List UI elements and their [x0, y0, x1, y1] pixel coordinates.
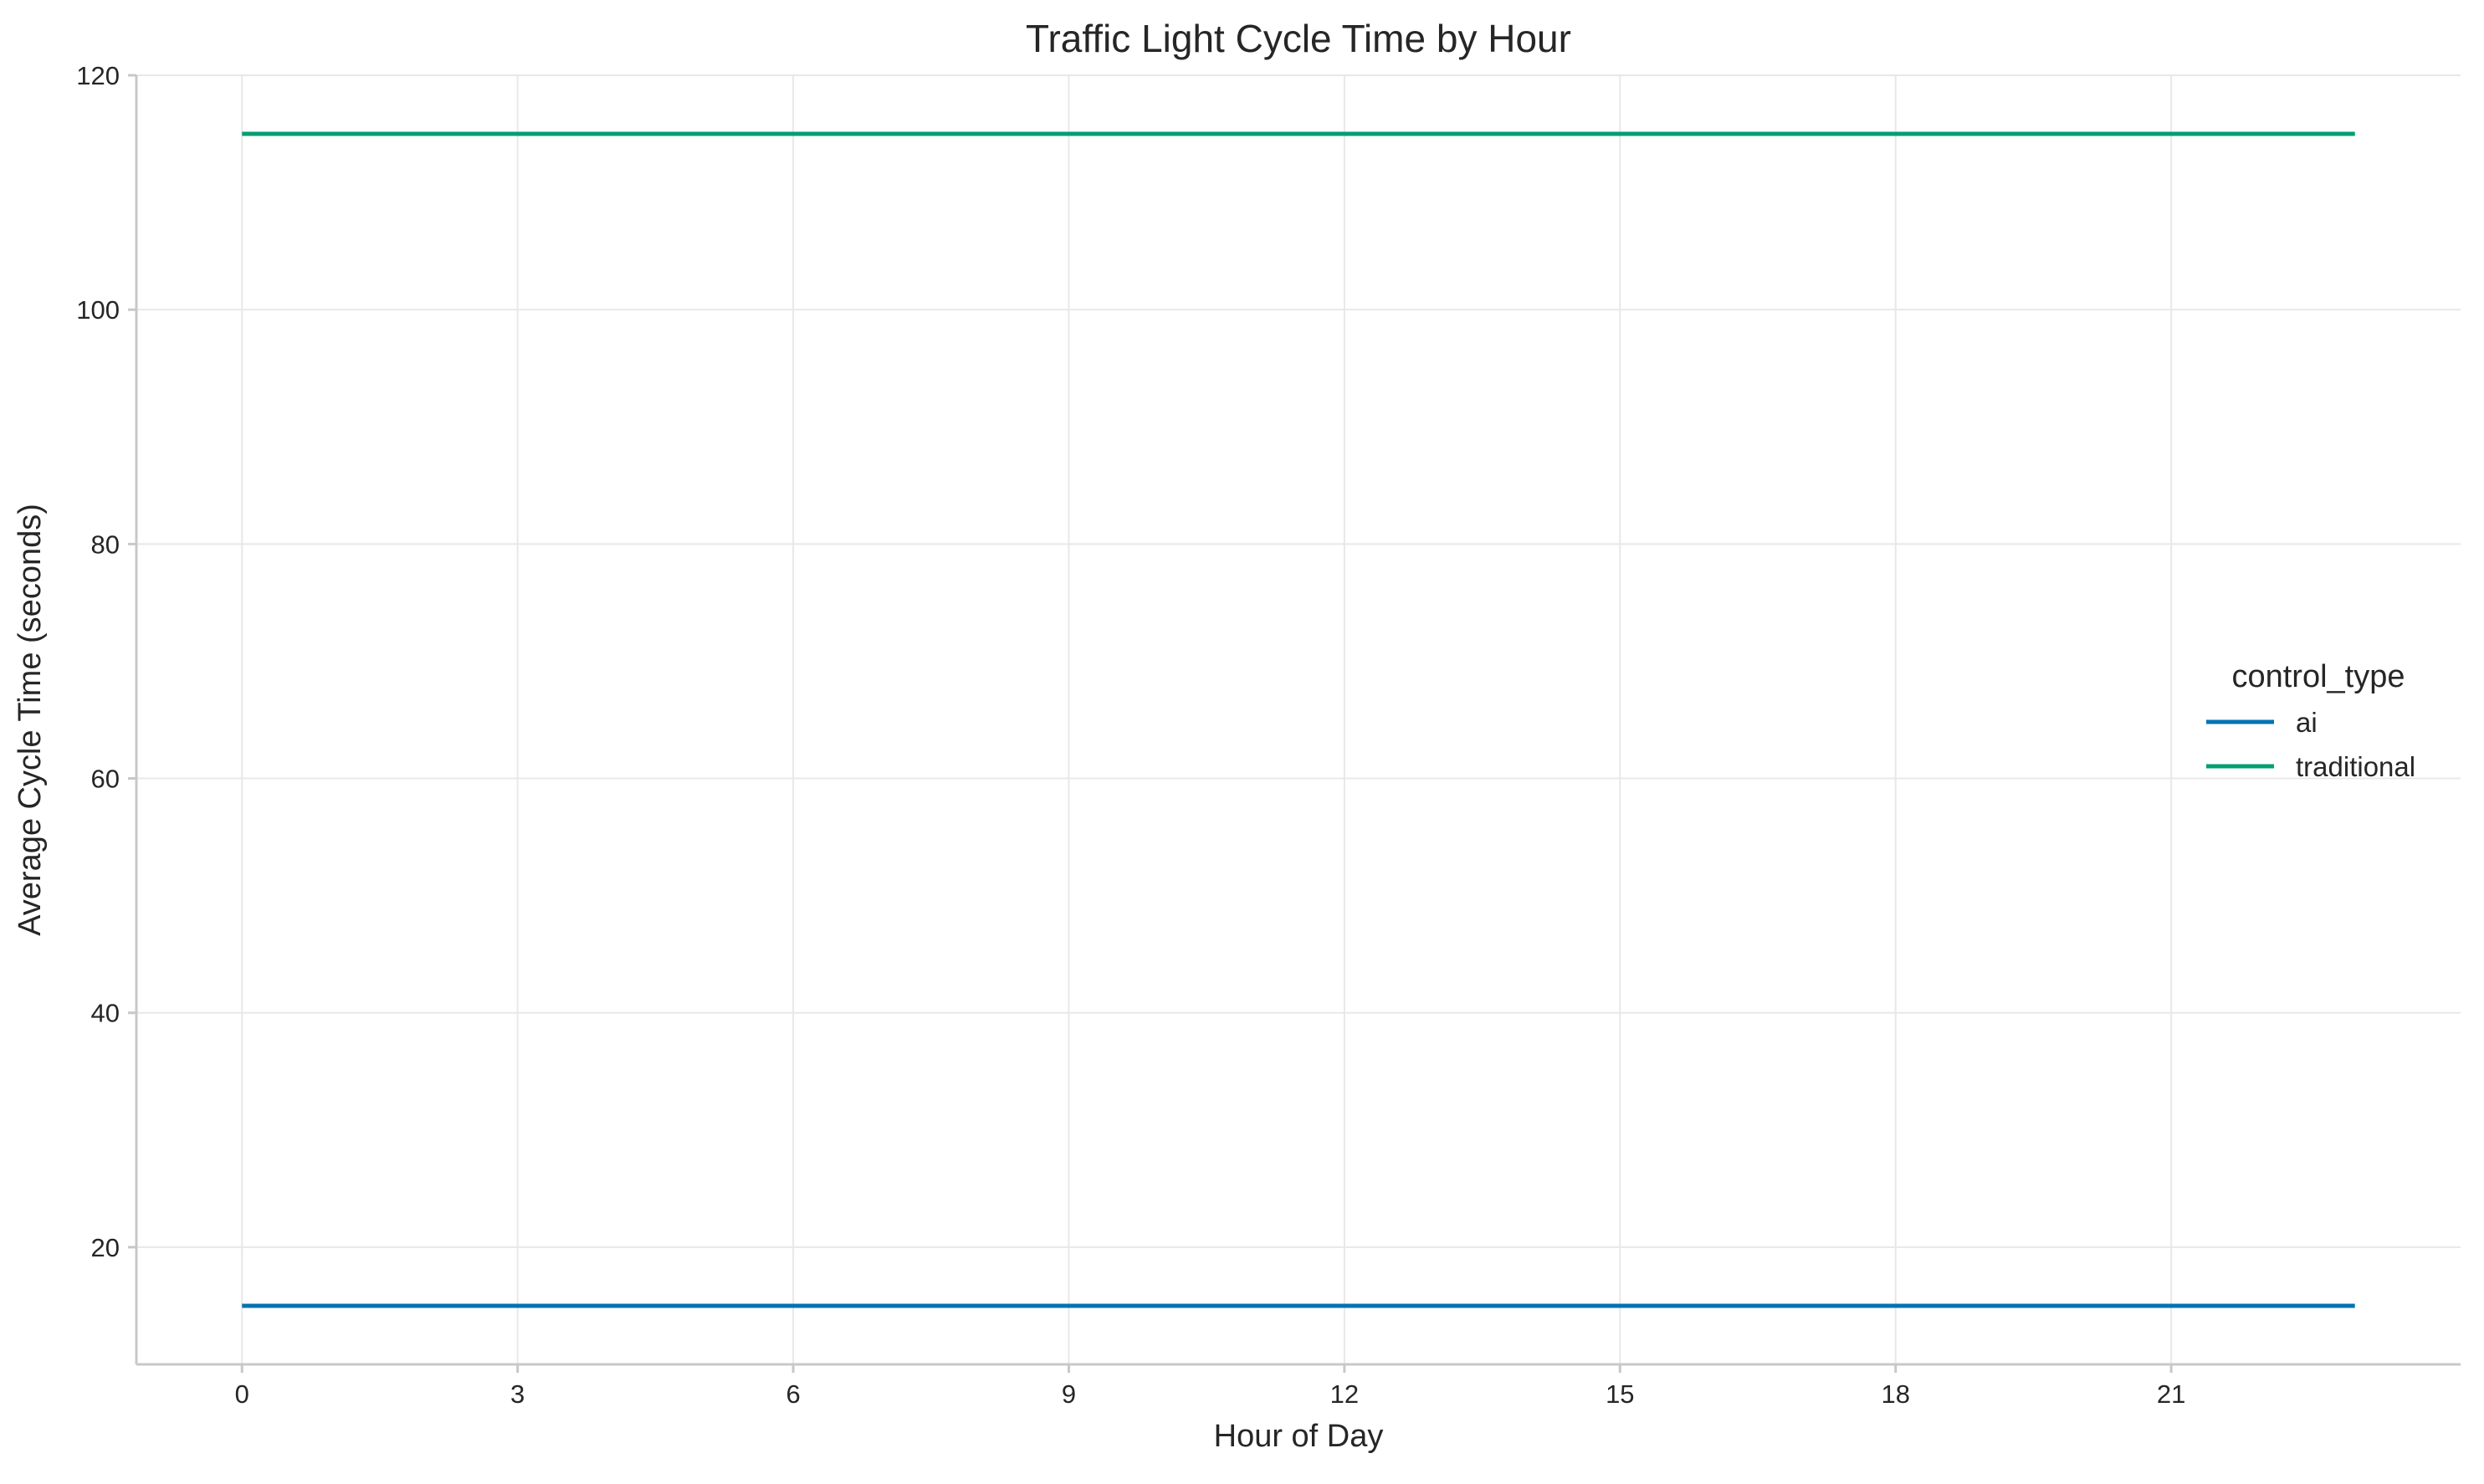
- grid: [136, 74, 2461, 1364]
- y-tick-label: 20: [91, 1233, 120, 1262]
- ticks: 0 3 6 9 12 15 18 21 20 40 60 80 100 120: [76, 61, 2185, 1409]
- chart-title: Traffic Light Cycle Time by Hour: [1026, 17, 1571, 60]
- legend-title: control_type: [2231, 659, 2405, 694]
- x-tick-label: 15: [1606, 1379, 1634, 1409]
- legend-label-ai: ai: [2296, 707, 2318, 738]
- y-axis-label: Average Cycle Time (seconds): [13, 504, 48, 936]
- x-tick-label: 6: [786, 1379, 800, 1409]
- y-tick-label: 120: [76, 61, 120, 90]
- legend: control_type ai traditional: [2206, 659, 2415, 782]
- x-tick-label: 9: [1062, 1379, 1076, 1409]
- x-tick-label: 12: [1330, 1379, 1359, 1409]
- series: [242, 131, 2355, 1308]
- x-tick-label: 18: [1881, 1379, 1909, 1409]
- axes-spines: [135, 75, 2461, 1366]
- y-tick-label: 40: [91, 999, 120, 1028]
- x-tick-label: 0: [235, 1379, 249, 1409]
- y-tick-label: 100: [76, 295, 120, 325]
- x-tick-label: 3: [510, 1379, 525, 1409]
- legend-label-traditional: traditional: [2296, 751, 2415, 782]
- x-tick-label: 21: [2157, 1379, 2185, 1409]
- legend-items: ai traditional: [2206, 707, 2415, 782]
- y-tick-label: 80: [91, 530, 120, 559]
- x-axis-label: Hour of Day: [1214, 1419, 1384, 1454]
- y-tick-label: 60: [91, 765, 120, 794]
